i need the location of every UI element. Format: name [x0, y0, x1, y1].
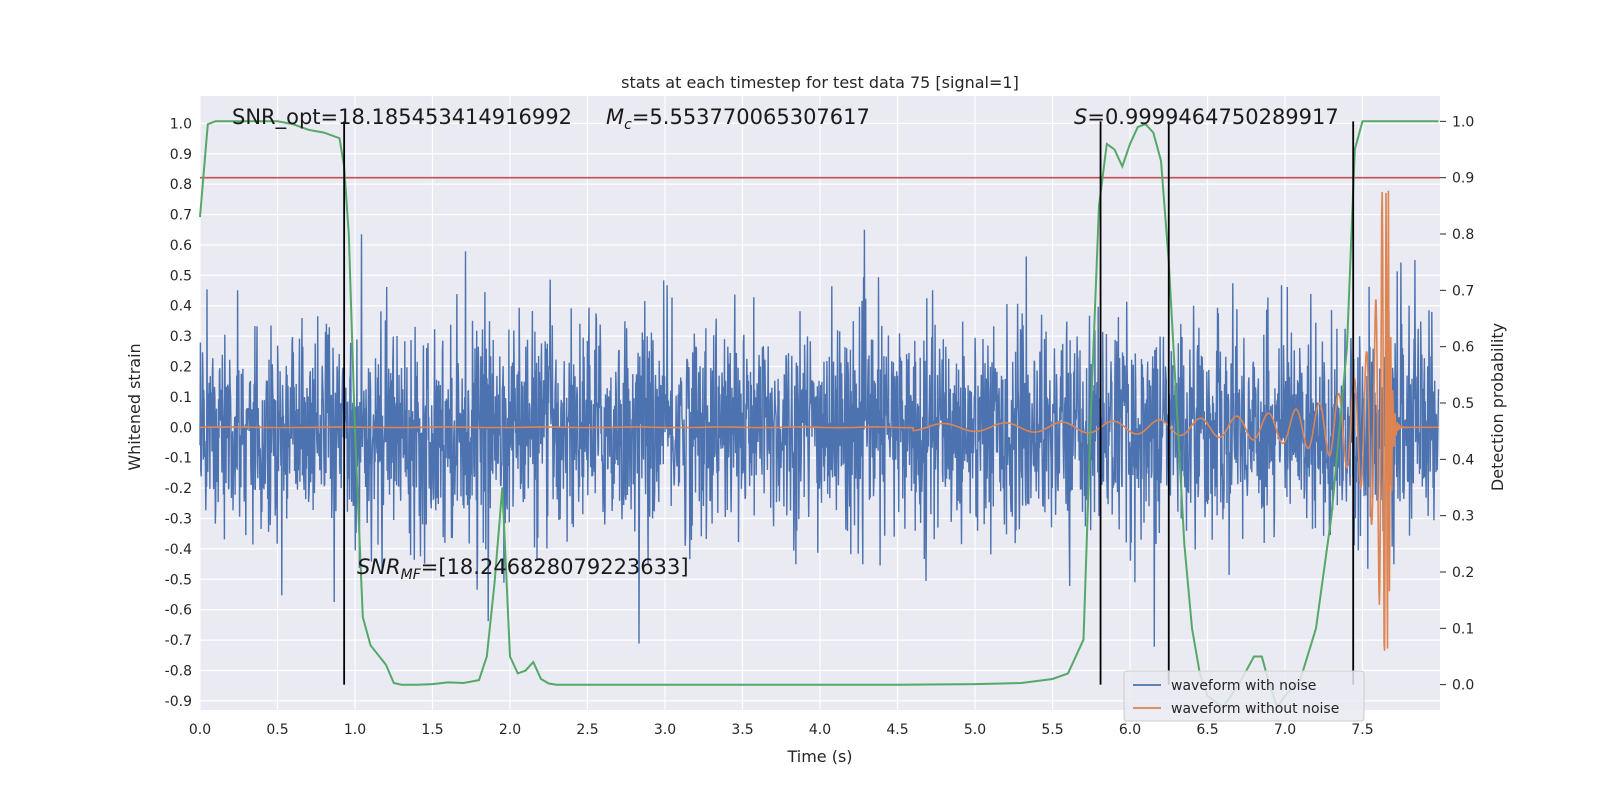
- x-tick-label: 4.0: [809, 722, 831, 738]
- s-annotation: S=0.9999464750289917: [1074, 105, 1339, 129]
- x-axis-ticks: 0.0 0.5 1.0 1.5 2.0 2.5 3.0 3.5 4.0 4.5 5.0 5.5 6.0 6…: [189, 722, 1374, 738]
- left-tick-label: -0.4: [165, 542, 192, 558]
- legend: waveform with noise waveform without noi…: [1123, 670, 1365, 722]
- right-tick-label: 0.5: [1452, 396, 1474, 412]
- right-tick-label: 0.7: [1452, 283, 1474, 299]
- waveform-with-noise-series: [199, 229, 1440, 647]
- x-tick-label: 1.0: [344, 722, 366, 738]
- x-tick-label: 3.0: [654, 722, 676, 738]
- left-tick-label: -0.5: [165, 572, 192, 588]
- left-tick-label: -0.9: [165, 694, 192, 710]
- snr-mf-value: =[18.246828079223633]: [421, 555, 689, 579]
- legend-box: [1123, 670, 1365, 722]
- x-tick-label: 2.0: [499, 722, 521, 738]
- left-tick-label: -0.1: [165, 451, 192, 467]
- snr-opt-annotation: SNR_opt=18.185453414916992: [232, 105, 572, 130]
- x-tick-label: 7.5: [1351, 722, 1373, 738]
- left-tick-label: -0.3: [165, 512, 192, 528]
- x-tick-label: 3.5: [731, 722, 753, 738]
- x-tick-label: 2.5: [576, 722, 598, 738]
- left-tick-label: -0.6: [165, 603, 192, 619]
- legend-label-noise: waveform with noise: [1171, 678, 1316, 694]
- left-tick-label: 0.6: [170, 238, 192, 254]
- waveform-with-noise-line: [199, 229, 1440, 647]
- left-tick-label: 0.8: [170, 177, 192, 193]
- x-tick-label: 6.5: [1196, 722, 1218, 738]
- x-tick-label: 5.0: [964, 722, 986, 738]
- left-y-axis-label: Whitened strain: [125, 343, 144, 470]
- x-tick-label: 0.0: [189, 722, 211, 738]
- right-tick-label: 0.3: [1452, 509, 1474, 525]
- left-tick-label: -0.7: [165, 633, 192, 649]
- left-tick-label: 0.4: [170, 299, 192, 315]
- x-tick-label: 5.5: [1041, 722, 1063, 738]
- left-tick-label: 0.7: [170, 208, 192, 224]
- left-tick-label: 0.0: [170, 420, 192, 436]
- left-tick-label: 1.0: [170, 116, 192, 132]
- x-tick-label: 1.5: [421, 722, 443, 738]
- legend-label-clean: waveform without noise: [1171, 701, 1339, 717]
- vertical-lines: [343, 121, 1355, 685]
- left-tick-label: -0.2: [165, 481, 192, 497]
- left-tick-label: 0.1: [170, 390, 192, 406]
- right-tick-label: 0.2: [1452, 565, 1474, 581]
- chart-title: stats at each timestep for test data 75 …: [621, 73, 1019, 92]
- x-axis-label: Time (s): [786, 747, 852, 766]
- left-tick-label: -0.8: [165, 663, 192, 679]
- waveform-without-noise-series: [200, 190, 1439, 651]
- right-tick-label: 0.8: [1452, 227, 1474, 243]
- left-tick-label: 0.3: [170, 329, 192, 345]
- right-y-axis-ticks: 1.0 0.9 0.8 0.7 0.6 0.5 0.4 0.3 0.2 0.1 0.0: [1440, 114, 1474, 694]
- x-tick-label: 4.5: [886, 722, 908, 738]
- snr-mf-annotation: SNRMF=[18.246828079223633]: [357, 555, 689, 583]
- right-tick-label: 0.1: [1452, 621, 1474, 637]
- s-value: =0.9999464750289917: [1087, 105, 1338, 129]
- left-tick-label: 0.5: [170, 268, 192, 284]
- left-tick-label: 0.2: [170, 360, 192, 376]
- right-tick-label: 1.0: [1452, 114, 1474, 130]
- right-tick-label: 0.9: [1452, 171, 1474, 187]
- right-tick-label: 0.6: [1452, 340, 1474, 356]
- x-tick-label: 0.5: [266, 722, 288, 738]
- left-y-axis-ticks: 1.0 0.9 0.8 0.7 0.6 0.5 0.4 0.3 0.2 0.1 0.0 -0.1 -0.…: [165, 116, 192, 710]
- right-y-axis-label: Detection probability: [1488, 323, 1507, 491]
- right-tick-label: 0.4: [1452, 452, 1474, 468]
- left-tick-label: 0.9: [170, 147, 192, 163]
- chirp-mass-value: =5.553770065307617: [632, 105, 870, 129]
- x-tick-label: 6.0: [1119, 722, 1141, 738]
- chirp-mass-annotation: Mc=5.553770065307617: [606, 105, 870, 133]
- waveform-without-noise-line: [200, 190, 1439, 651]
- x-tick-label: 7.0: [1274, 722, 1296, 738]
- right-tick-label: 0.0: [1452, 678, 1474, 694]
